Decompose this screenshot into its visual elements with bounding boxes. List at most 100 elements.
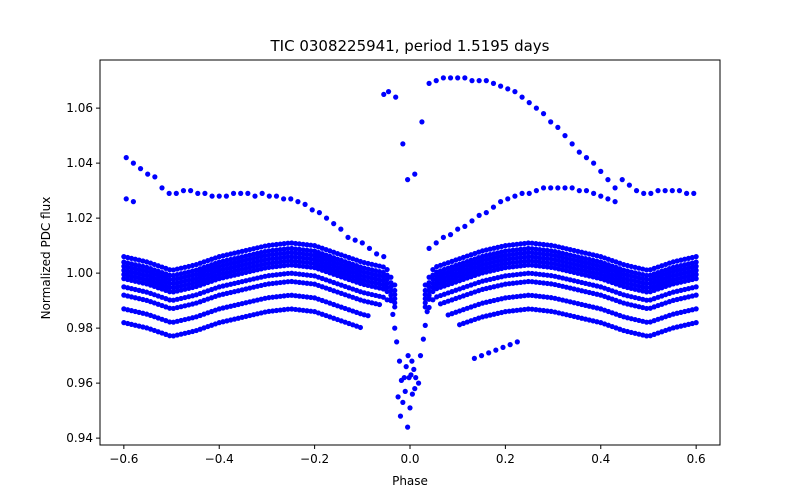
- data-point: [285, 250, 291, 256]
- data-point: [537, 271, 543, 277]
- data-point: [289, 292, 295, 298]
- data-point: [281, 263, 287, 269]
- data-point: [238, 190, 244, 196]
- data-point: [486, 350, 492, 356]
- data-point: [514, 255, 520, 261]
- data-point: [388, 292, 394, 298]
- data-point: [245, 190, 251, 196]
- data-point: [167, 289, 173, 295]
- data-point: [569, 141, 575, 147]
- data-point: [529, 246, 535, 252]
- data-point: [417, 353, 424, 359]
- data-point: [270, 280, 276, 287]
- data-point: [167, 276, 173, 282]
- data-point: [537, 293, 543, 299]
- data-point: [426, 284, 432, 290]
- x-tick-label: 0.0: [400, 452, 419, 466]
- data-point: [514, 259, 520, 265]
- data-point: [292, 250, 299, 256]
- data-point: [292, 258, 299, 264]
- data-point: [292, 254, 299, 260]
- x-tick-label: −0.2: [300, 452, 329, 466]
- data-point: [308, 242, 314, 248]
- data-point: [529, 306, 535, 312]
- data-point: [130, 199, 136, 205]
- data-point: [393, 94, 399, 100]
- data-point: [123, 155, 129, 161]
- data-point: [518, 293, 524, 299]
- data-point: [506, 264, 512, 270]
- data-point: [277, 241, 283, 247]
- data-point: [455, 226, 461, 232]
- data-point: [540, 111, 547, 117]
- data-point: [537, 279, 543, 286]
- data-point: [273, 255, 280, 261]
- x-axis-ticks: −0.6 −0.4 −0.2 0.0 0.2 0.4 0.6: [109, 445, 706, 466]
- data-point: [676, 188, 683, 194]
- data-point: [366, 245, 373, 251]
- data-point: [296, 250, 302, 257]
- data-point: [502, 281, 508, 287]
- data-point: [619, 177, 625, 183]
- data-point: [643, 281, 650, 287]
- data-point: [424, 309, 430, 315]
- data-point: [304, 280, 310, 286]
- data-point: [289, 258, 295, 264]
- data-point: [309, 207, 315, 213]
- data-point: [633, 188, 640, 194]
- data-point: [521, 246, 528, 252]
- data-point: [296, 293, 302, 299]
- data-point: [395, 394, 401, 400]
- data-point: [381, 91, 387, 97]
- data-point: [447, 232, 454, 238]
- data-point: [409, 358, 415, 364]
- data-point: [529, 254, 535, 260]
- y-axis-ticks: 0.94 0.96 0.98 1.00 1.02 1.04 1.06: [66, 101, 100, 445]
- data-point: [123, 196, 129, 202]
- data-point: [514, 241, 520, 247]
- data-point: [502, 273, 508, 279]
- data-point: [380, 278, 386, 284]
- data-point: [426, 295, 432, 301]
- data-point: [518, 255, 524, 261]
- data-point: [643, 289, 650, 295]
- data-point: [525, 258, 531, 264]
- data-point: [422, 322, 428, 328]
- data-point: [396, 358, 403, 364]
- data-point: [277, 259, 283, 265]
- data-point: [352, 237, 358, 243]
- data-point: [525, 245, 531, 252]
- data-point: [518, 279, 524, 285]
- data-point: [167, 267, 173, 273]
- y-tick-label: 1.06: [66, 101, 93, 115]
- data-point: [273, 259, 280, 265]
- data-point: [392, 325, 398, 331]
- data-point: [506, 272, 512, 279]
- data-point: [502, 260, 508, 267]
- data-point: [537, 263, 543, 269]
- data-point: [415, 380, 422, 386]
- data-point: [266, 242, 272, 249]
- data-point: [540, 241, 547, 248]
- data-point: [426, 304, 432, 311]
- data-point: [405, 177, 411, 183]
- data-point: [506, 242, 512, 248]
- data-point: [533, 105, 539, 111]
- data-point: [506, 256, 512, 262]
- data-point: [304, 247, 310, 253]
- data-point: [506, 252, 512, 258]
- data-point: [281, 293, 287, 299]
- data-point: [643, 319, 650, 325]
- data-point: [430, 266, 436, 273]
- data-point: [331, 221, 337, 227]
- y-tick-label: 0.96: [66, 376, 93, 390]
- data-point: [583, 155, 590, 161]
- data-point: [510, 251, 516, 257]
- data-point: [308, 256, 314, 262]
- data-point: [462, 75, 468, 81]
- data-point: [540, 280, 547, 286]
- data-point: [137, 166, 144, 172]
- x-tick-label: −0.4: [205, 452, 234, 466]
- data-point: [266, 273, 272, 279]
- data-point: [188, 188, 194, 194]
